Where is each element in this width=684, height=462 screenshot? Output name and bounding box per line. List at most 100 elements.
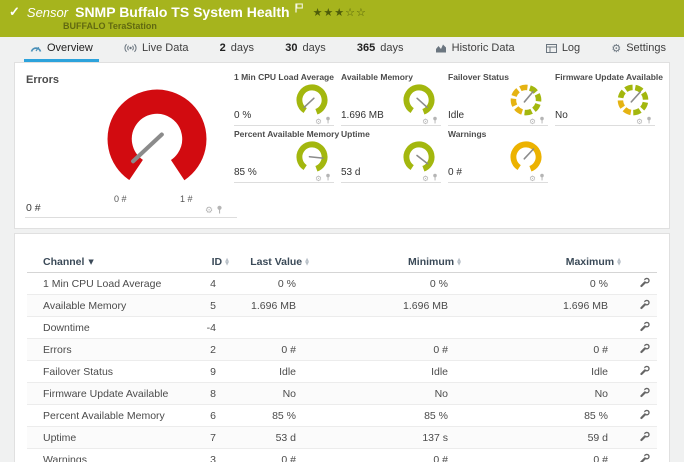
pin-icon[interactable] — [216, 205, 223, 217]
mini-gauge-divider — [341, 125, 441, 126]
parent-device-label[interactable]: BUFFALO TeraStation — [63, 21, 157, 31]
cell-id: 7 — [210, 431, 216, 444]
cell-channel[interactable]: Failover Status — [43, 365, 114, 378]
cell-id: 6 — [210, 409, 216, 422]
cell-maximum: 1.696 MB — [563, 299, 608, 312]
mini-gauge-value: Idle — [448, 110, 465, 121]
gear-icon[interactable]: ⚙ — [315, 173, 322, 183]
column-label: ID — [211, 256, 223, 268]
column-header-id[interactable]: ID ▲ ▼ — [212, 256, 229, 268]
mini-gauge-tools: ⚙ — [422, 116, 438, 126]
broadcast-icon — [124, 43, 137, 53]
cell-channel[interactable]: Warnings — [43, 453, 87, 462]
cell-last-value: No — [282, 387, 296, 400]
column-label: Maximum — [565, 256, 615, 268]
pin-icon[interactable] — [539, 116, 545, 126]
cell-channel[interactable]: Errors — [43, 343, 72, 356]
table-row[interactable]: 1 Min CPU Load Average 4 0 % 0 % 0 % — [27, 273, 657, 295]
mini-gauge-value: 0 # — [448, 167, 462, 178]
column-header-channel[interactable]: Channel ▼ — [27, 256, 177, 268]
tab-label: Overview — [47, 42, 93, 54]
sort-icon: ▲ ▼ — [457, 256, 461, 267]
cell-channel[interactable]: Available Memory — [43, 299, 127, 312]
channel-settings-wrench-icon[interactable] — [639, 387, 650, 401]
cell-channel[interactable]: Percent Available Memory — [43, 409, 165, 422]
chart-icon — [435, 43, 447, 53]
tab-label: Historic Data — [451, 42, 515, 54]
tab-overview[interactable]: Overview — [24, 37, 99, 62]
gear-icon[interactable]: ⚙ — [529, 173, 536, 183]
gear-icon[interactable]: ⚙ — [529, 116, 536, 126]
cell-last-value: 85 % — [272, 409, 296, 422]
mini-gauge-title: Warnings — [448, 129, 487, 139]
primary-channel-title: Errors — [26, 74, 60, 86]
pin-icon[interactable] — [646, 116, 652, 126]
status-ok-check-icon: ✓ — [9, 4, 20, 19]
tab-historic-data[interactable]: Historic Data — [429, 37, 521, 62]
tab-days[interactable]: 365 days — [351, 37, 410, 62]
cell-minimum: 0 # — [433, 343, 448, 356]
channel-settings-wrench-icon[interactable] — [639, 299, 650, 313]
gear-icon[interactable]: ⚙ — [422, 173, 429, 183]
column-header-maximum[interactable]: Maximum ▲ ▼ — [566, 256, 621, 268]
tab-days[interactable]: 30 days — [279, 37, 332, 62]
channel-settings-wrench-icon[interactable] — [639, 409, 650, 423]
tab-log[interactable]: Log — [540, 37, 586, 62]
tab-label: days — [302, 42, 326, 54]
channel-settings-wrench-icon[interactable] — [639, 365, 650, 379]
pin-icon[interactable] — [432, 173, 438, 183]
cell-id: 5 — [210, 299, 216, 312]
table-row[interactable]: Percent Available Memory 6 85 % 85 % 85 % — [27, 405, 657, 427]
mini-gauge-divider — [448, 125, 548, 126]
pin-icon[interactable] — [539, 173, 545, 183]
channel-settings-wrench-icon[interactable] — [639, 343, 650, 357]
mini-gauge-uptime: Uptime 53 d ⚙ — [341, 129, 448, 186]
tab-settings[interactable]: ⚙ Settings — [605, 37, 672, 62]
tab-days[interactable]: 2 days — [214, 37, 260, 62]
gear-icon[interactable]: ⚙ — [636, 116, 643, 126]
mini-gauge-divider — [555, 125, 655, 126]
tab-number: 365 — [356, 42, 376, 54]
tab-number: 2 — [219, 42, 226, 54]
mini-gauge-divider — [341, 182, 441, 183]
pin-icon[interactable] — [432, 116, 438, 126]
cell-minimum: No — [434, 387, 448, 400]
tab-label: Live Data — [142, 42, 189, 54]
table-row[interactable]: Downtime -4 — [27, 317, 657, 339]
table-row[interactable]: Failover Status 9 Idle Idle Idle — [27, 361, 657, 383]
cell-minimum: 85 % — [424, 409, 448, 422]
table-row[interactable]: Firmware Update Available 8 No No No — [27, 383, 657, 405]
pin-icon[interactable] — [325, 116, 331, 126]
table-row[interactable]: Uptime 7 53 d 137 s 59 d — [27, 427, 657, 449]
sort-icon: ▲ ▼ — [225, 256, 229, 267]
channel-settings-wrench-icon[interactable] — [639, 277, 650, 291]
column-header-last-value[interactable]: Last Value ▲ ▼ — [250, 256, 309, 268]
cell-channel[interactable]: Uptime — [43, 431, 77, 444]
cell-channel[interactable]: 1 Min CPU Load Average — [43, 277, 162, 290]
table-row[interactable]: Available Memory 5 1.696 MB 1.696 MB 1.696 M… — [27, 295, 657, 317]
flag-icon[interactable] — [294, 0, 303, 18]
table-row[interactable]: Warnings 3 0 # 0 # 0 # — [27, 449, 657, 462]
cell-id: 9 — [210, 365, 216, 378]
pin-icon[interactable] — [325, 173, 331, 183]
sort-active-icon: ▼ — [88, 258, 94, 266]
table-body: 1 Min CPU Load Average 4 0 % 0 % 0 % Availabl… — [27, 273, 657, 462]
cell-channel[interactable]: Downtime — [43, 321, 90, 334]
channel-settings-wrench-icon[interactable] — [639, 431, 650, 445]
log-icon — [545, 43, 557, 53]
cell-id: 2 — [210, 343, 216, 356]
cell-channel[interactable]: Firmware Update Available — [43, 387, 169, 400]
mini-gauge-tools: ⚙ — [315, 116, 331, 126]
channel-settings-wrench-icon[interactable] — [639, 453, 650, 462]
gear-icon[interactable]: ⚙ — [422, 116, 429, 126]
mini-gauge-divider — [234, 182, 334, 183]
tab-live-data[interactable]: Live Data — [118, 37, 194, 62]
mini-gauge-tools: ⚙ — [529, 173, 545, 183]
column-header-minimum[interactable]: Minimum ▲ ▼ — [408, 256, 461, 268]
table-row[interactable]: Errors 2 0 # 0 # 0 # — [27, 339, 657, 361]
gear-icon[interactable]: ⚙ — [205, 206, 214, 216]
priority-stars[interactable]: ★★★☆☆ — [313, 6, 367, 19]
channel-settings-wrench-icon[interactable] — [639, 321, 650, 335]
gear-icon[interactable]: ⚙ — [315, 116, 322, 126]
